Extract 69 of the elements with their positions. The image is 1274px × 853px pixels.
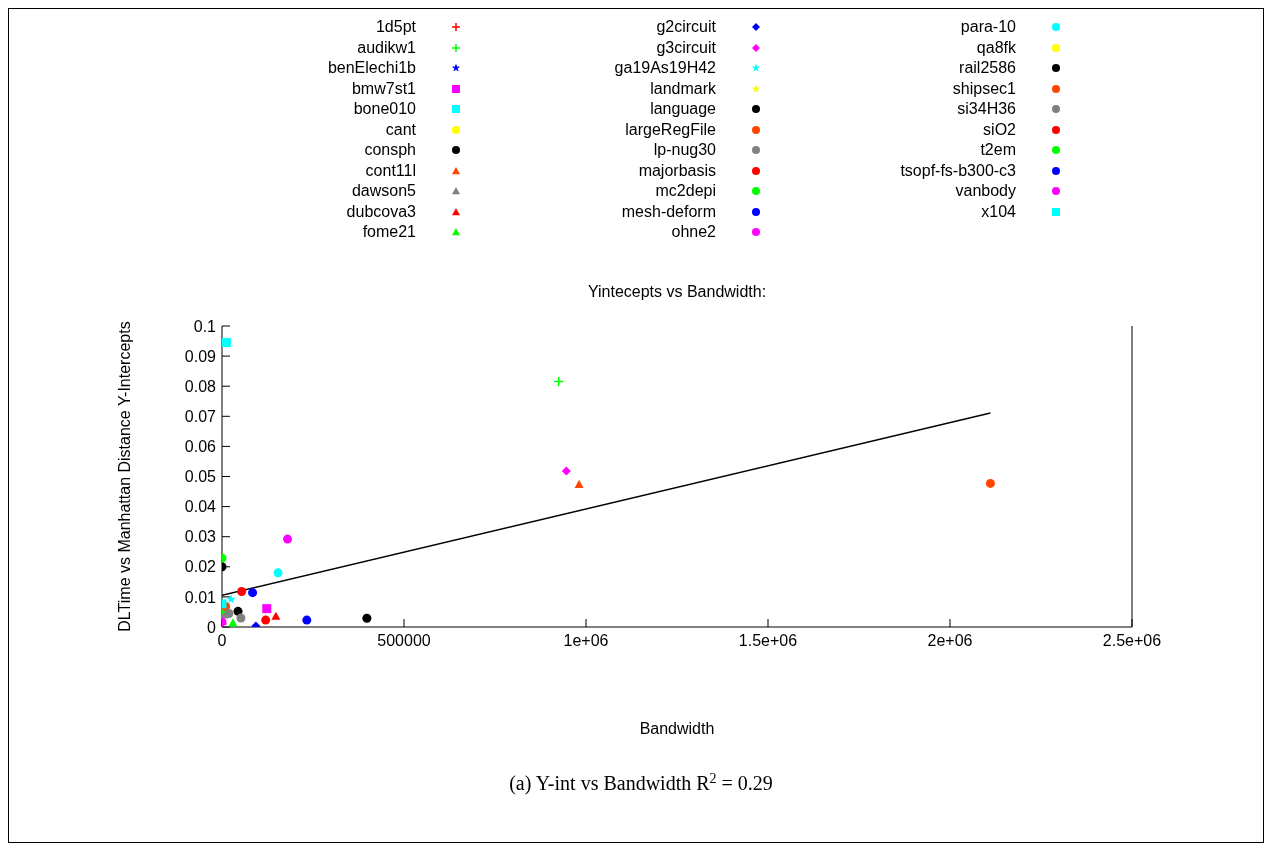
legend-label: para-10 <box>960 18 1016 37</box>
legend-label: language <box>650 100 716 119</box>
legend-label: fome21 <box>362 223 416 242</box>
point <box>237 586 247 596</box>
legend-label: mc2depi <box>655 182 716 201</box>
legend-label: qa8fk <box>976 38 1016 57</box>
legend-label: dawson5 <box>351 182 416 201</box>
legend-label: g2circuit <box>656 18 716 37</box>
x-tick-label: 1.5e+06 <box>738 632 798 650</box>
y-tick-label: 0.09 <box>184 347 217 365</box>
point <box>224 608 234 618</box>
point <box>362 613 372 623</box>
y-tick-label: 0.1 <box>193 317 217 335</box>
point <box>236 613 246 623</box>
point <box>273 568 283 578</box>
y-tick-label: 0.01 <box>184 588 217 606</box>
x-tick-label: 1e+06 <box>563 632 609 650</box>
legend-label: cont11l <box>365 161 416 180</box>
legend-label: vanbody <box>955 182 1016 201</box>
legend-label: 1d5pt <box>375 18 416 37</box>
y-tick-label: 0.05 <box>184 468 217 486</box>
text: (a) Y-int vs Bandwidth R$^{2}$ = 0.29 <box>509 770 773 795</box>
point <box>283 534 293 544</box>
legend-label: shipsec1 <box>952 79 1016 98</box>
chart-title: Yintecepts vs Bandwidth: <box>587 283 767 300</box>
x-tick-label: 500000 <box>377 632 431 650</box>
y-axis-title: DLTime vs Manhattan Distance Y-Intercepts <box>115 321 133 632</box>
y-tick-label: 0 <box>207 618 217 636</box>
point <box>561 466 571 476</box>
legend-label: g3circuit <box>656 38 716 57</box>
point <box>222 338 231 348</box>
point <box>261 615 271 625</box>
legend-label: rail2586 <box>959 59 1016 78</box>
y-tick-label: 0.04 <box>184 498 217 516</box>
legend-label: landmark <box>650 79 716 98</box>
legend-label: bone010 <box>353 100 416 119</box>
y-tick-label: 0.03 <box>184 528 217 546</box>
legend-label: ohne2 <box>671 223 716 242</box>
legend-label: tsopf-fs-b300-c3 <box>900 161 1016 180</box>
legend-label: bmw7st1 <box>351 79 416 98</box>
legend-label: si34H36 <box>957 100 1016 119</box>
legend-label: audikw1 <box>357 38 416 57</box>
point <box>248 588 258 598</box>
y-tick-label: 0.02 <box>184 558 217 576</box>
y-tick-label: 0.08 <box>184 377 217 395</box>
legend-label: t2em <box>980 141 1016 160</box>
x-tick-label: 2.5e+06 <box>1102 632 1162 650</box>
legend-label: dubcova3 <box>346 202 416 221</box>
legend-label: benElechi1b <box>327 59 416 78</box>
legend-label: majorbasis <box>638 161 716 180</box>
point <box>985 478 995 488</box>
legend-label: ga19As19H42 <box>614 59 716 78</box>
legend-label: siO2 <box>983 120 1016 139</box>
x-tick-label: 2e+06 <box>927 632 973 650</box>
x-axis-title: Bandwidth <box>639 720 715 737</box>
point <box>574 479 584 488</box>
point <box>262 604 272 614</box>
legend-label: consph <box>364 141 416 160</box>
point <box>226 594 236 604</box>
legend-label: x104 <box>981 202 1016 221</box>
legend-label: mesh-deform <box>621 202 716 221</box>
legend-label: lp-nug30 <box>653 141 716 160</box>
point <box>271 611 281 620</box>
legend-label: largeRegFile <box>625 120 716 139</box>
y-tick-label: 0.06 <box>184 438 217 456</box>
point <box>302 615 312 625</box>
y-tick-label: 0.07 <box>184 407 217 425</box>
point <box>228 618 238 627</box>
legend-label: cant <box>385 120 416 139</box>
